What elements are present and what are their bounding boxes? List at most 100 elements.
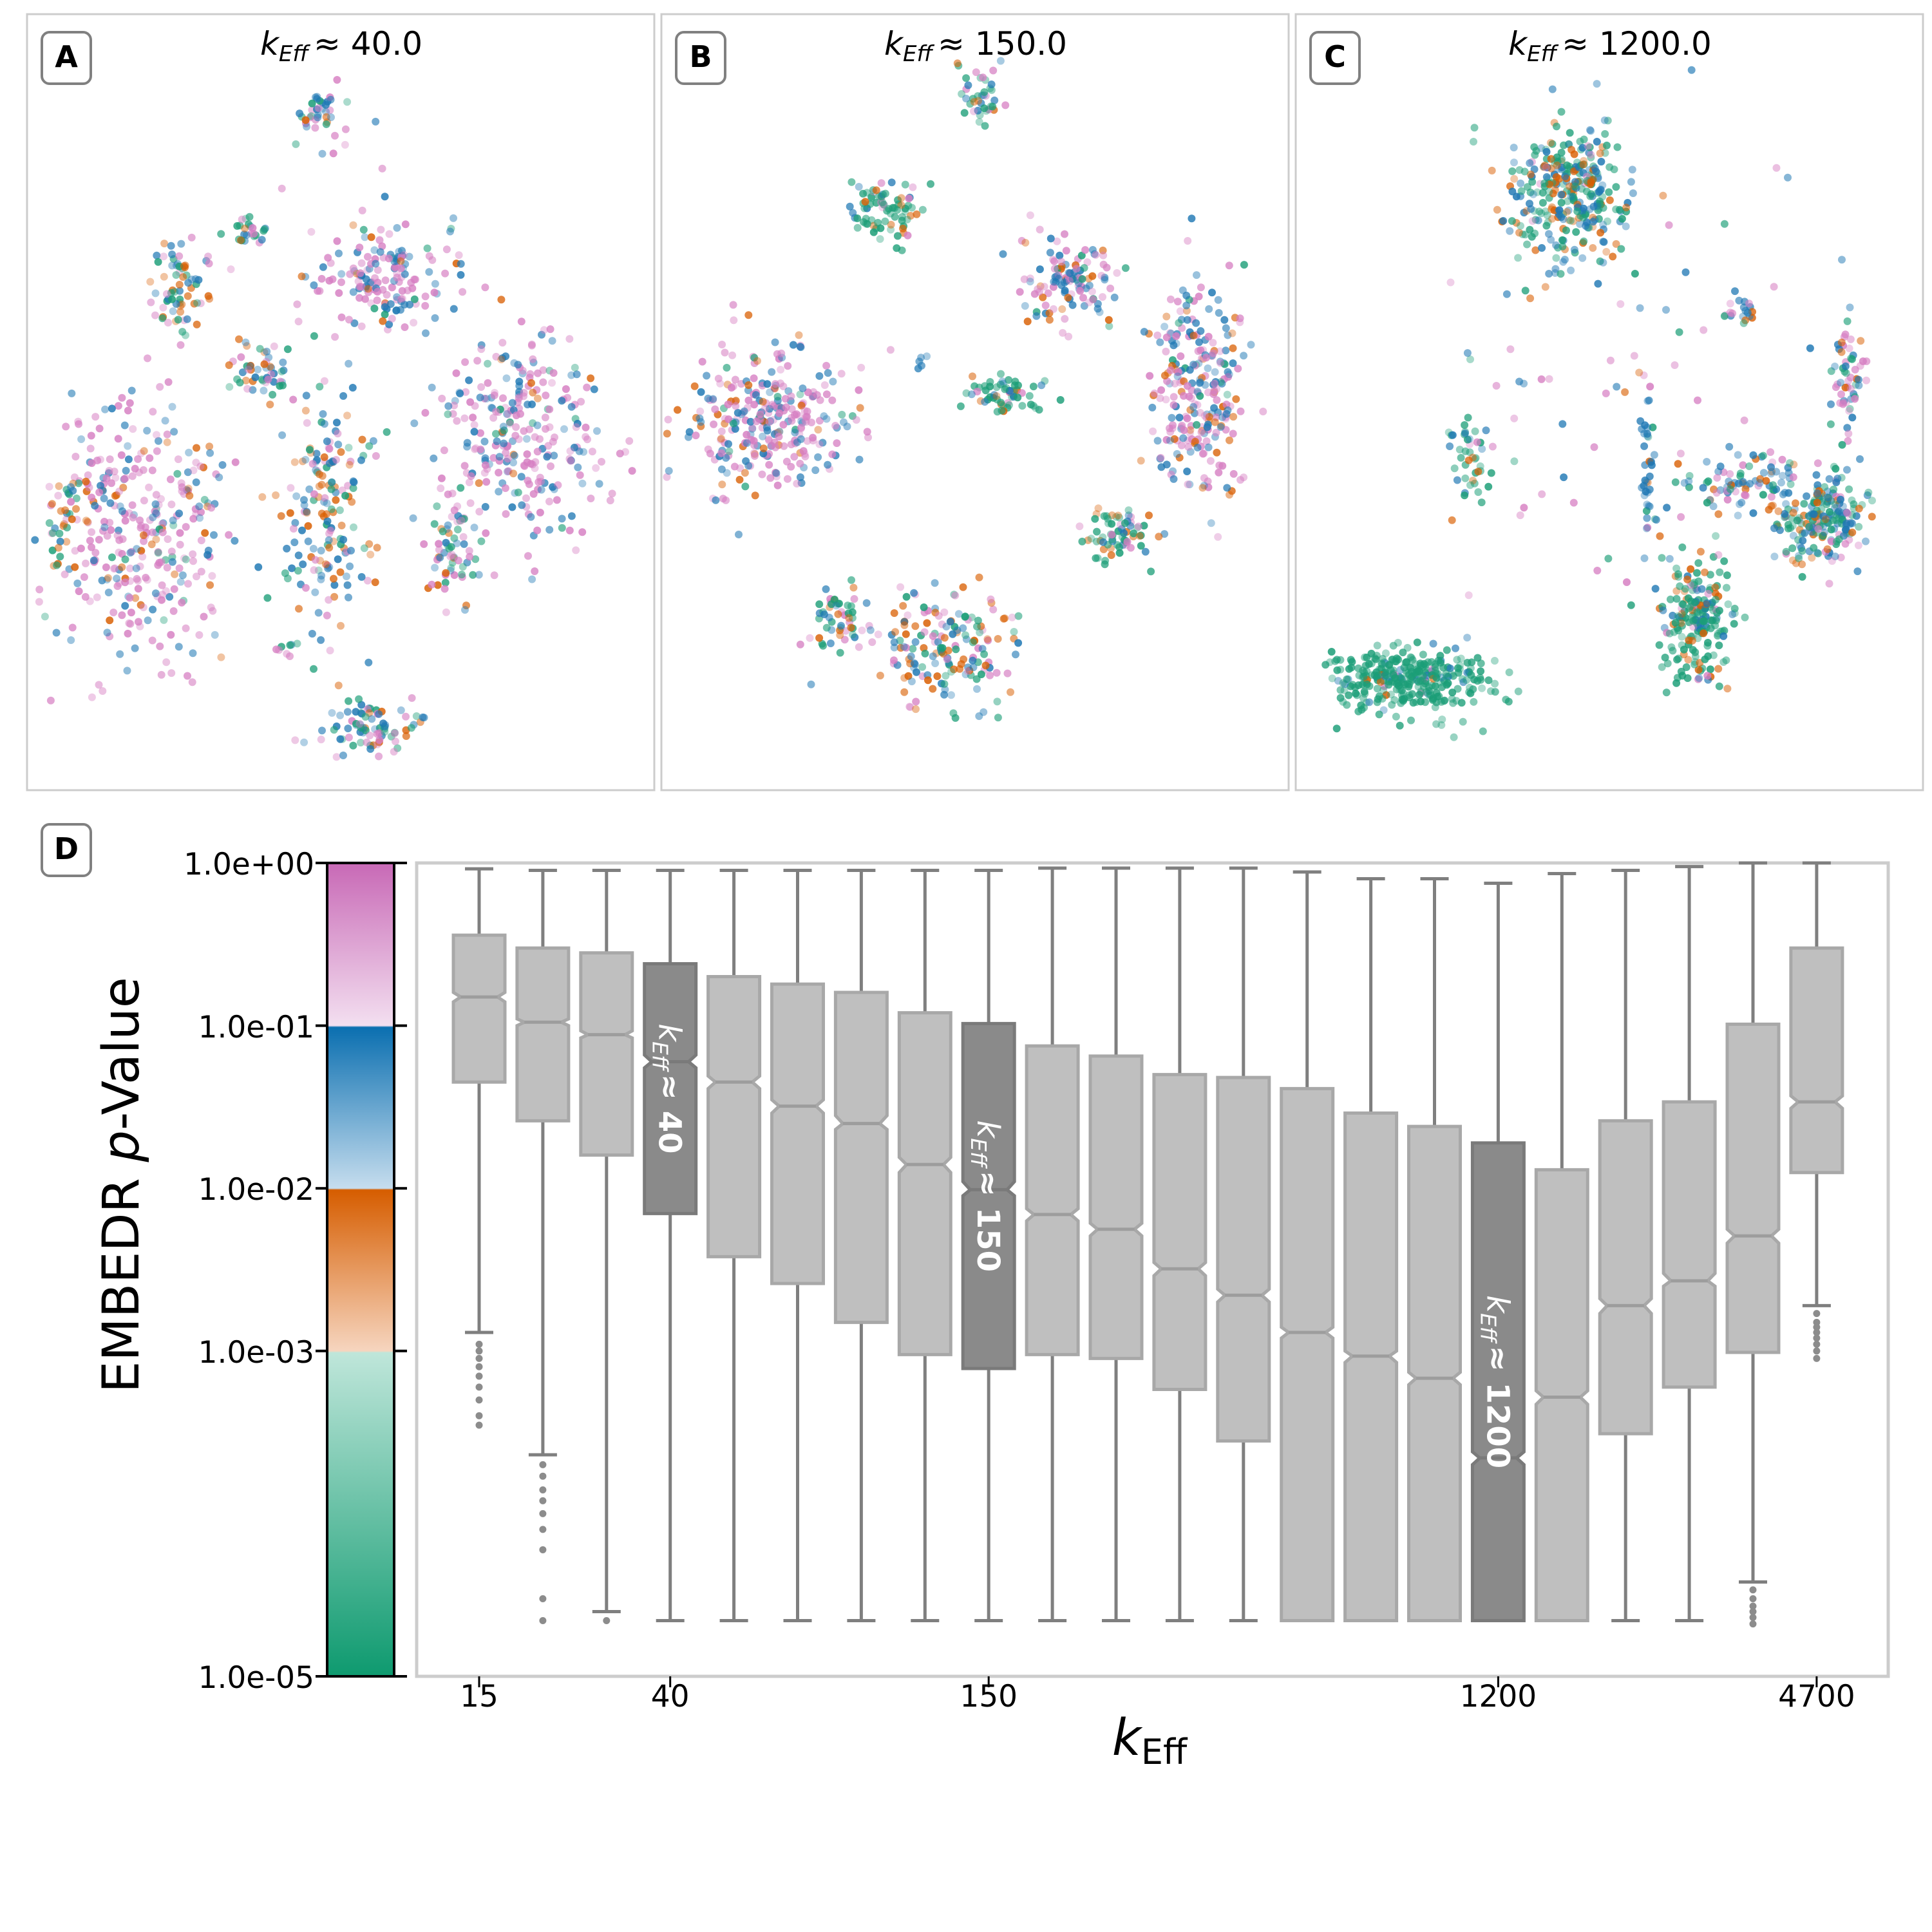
embedding-point xyxy=(290,538,299,547)
embedding-point xyxy=(913,668,920,676)
embedding-point xyxy=(45,482,53,491)
outlier-point xyxy=(475,1347,483,1355)
embedding-point xyxy=(1714,632,1722,640)
embedding-point xyxy=(980,650,989,658)
embedding-point xyxy=(264,375,272,384)
embedding-point xyxy=(1631,270,1639,278)
embedding-point xyxy=(1774,507,1783,515)
embedding-point xyxy=(954,610,963,618)
embedding-point xyxy=(457,270,465,279)
embedding-point xyxy=(1814,525,1823,533)
embedding-point xyxy=(1392,654,1401,663)
embedding-point xyxy=(97,482,104,490)
embedding-point xyxy=(1081,246,1090,254)
embedding-point xyxy=(1365,698,1374,706)
embedding-point xyxy=(1100,512,1108,520)
embedding-point xyxy=(471,555,480,564)
embedding-point xyxy=(1035,406,1043,414)
embedding-point xyxy=(901,180,909,189)
embedding-point xyxy=(118,393,126,402)
embedding-point xyxy=(450,571,459,579)
embedding-point xyxy=(369,437,377,445)
embedding-point xyxy=(163,438,171,446)
embedding-point xyxy=(215,473,223,482)
embedding-point xyxy=(363,705,372,714)
embedding-point xyxy=(373,544,381,552)
embedding-point xyxy=(160,616,168,624)
embedding-point xyxy=(829,377,837,386)
embedding-point xyxy=(1687,565,1695,573)
embedding-point xyxy=(1228,329,1236,337)
embedding-point xyxy=(987,86,996,94)
x-tick-label: 1200 xyxy=(1460,1679,1537,1714)
embedding-point xyxy=(1745,462,1754,470)
embedding-point xyxy=(86,536,94,545)
embedding-point xyxy=(1148,403,1157,412)
embedding-point xyxy=(768,401,777,409)
embedding-point xyxy=(217,230,225,238)
embedding-point xyxy=(278,184,286,193)
embedding-point xyxy=(1450,733,1458,741)
embedding-point xyxy=(167,547,176,556)
embedding-point xyxy=(1510,457,1519,466)
embedding-point xyxy=(1578,254,1587,262)
outlier-point xyxy=(1813,1340,1821,1348)
embedding-point xyxy=(1837,553,1845,562)
embedding-point xyxy=(910,659,918,667)
embedding-point xyxy=(1343,701,1351,709)
outlier-point xyxy=(539,1595,547,1602)
embedding-point xyxy=(1855,523,1863,531)
embedding-point xyxy=(121,516,129,525)
embedding-point xyxy=(1183,414,1191,422)
embedding-point xyxy=(999,250,1007,258)
embedding-point xyxy=(1428,695,1437,703)
embedding-point xyxy=(1864,488,1873,497)
embedding-point xyxy=(1354,664,1363,672)
embedding-point xyxy=(1387,690,1395,699)
embedding-point xyxy=(750,449,758,457)
embedding-point xyxy=(1419,672,1427,680)
panel-a: A kEff ≈ 40.0 xyxy=(26,13,656,791)
embedding-point xyxy=(448,551,456,559)
embedding-point xyxy=(375,236,384,244)
embedding-point xyxy=(217,653,225,661)
embedding-point xyxy=(797,479,806,487)
embedding-point xyxy=(148,528,156,536)
embedding-point xyxy=(385,320,393,328)
embedding-point xyxy=(325,596,333,604)
embedding-point xyxy=(477,341,486,349)
embedding-point xyxy=(1012,650,1019,659)
embedding-point xyxy=(300,496,308,504)
embedding-point xyxy=(195,502,204,511)
embedding-point xyxy=(565,526,574,535)
panel-a-letter-box xyxy=(41,31,92,85)
embedding-point xyxy=(286,641,294,649)
embedding-point xyxy=(143,426,151,435)
embedding-point xyxy=(1438,683,1446,692)
embedding-point xyxy=(768,368,776,376)
embedding-point xyxy=(71,547,79,555)
embedding-point xyxy=(1436,652,1444,660)
embedding-point xyxy=(188,678,196,687)
box-2 xyxy=(579,869,634,1625)
embedding-point xyxy=(1208,289,1216,297)
embedding-point xyxy=(1155,533,1163,541)
embedding-point xyxy=(442,569,450,577)
embedding-point xyxy=(1599,258,1607,267)
embedding-point xyxy=(558,515,566,523)
embedding-point xyxy=(508,503,516,511)
embedding-point xyxy=(787,462,795,471)
embedding-point xyxy=(1781,510,1789,518)
embedding-point xyxy=(263,347,271,355)
embedding-point xyxy=(126,399,134,407)
embedding-point xyxy=(1643,500,1651,509)
embedding-point xyxy=(730,462,739,471)
embedding-point xyxy=(1162,395,1170,404)
embedding-point xyxy=(1562,226,1570,234)
embedding-point xyxy=(1618,214,1626,223)
embedding-point xyxy=(62,538,71,546)
embedding-point xyxy=(764,435,773,443)
embedding-point xyxy=(1558,242,1567,251)
embedding-point xyxy=(1685,471,1694,480)
embedding-point xyxy=(110,565,118,573)
